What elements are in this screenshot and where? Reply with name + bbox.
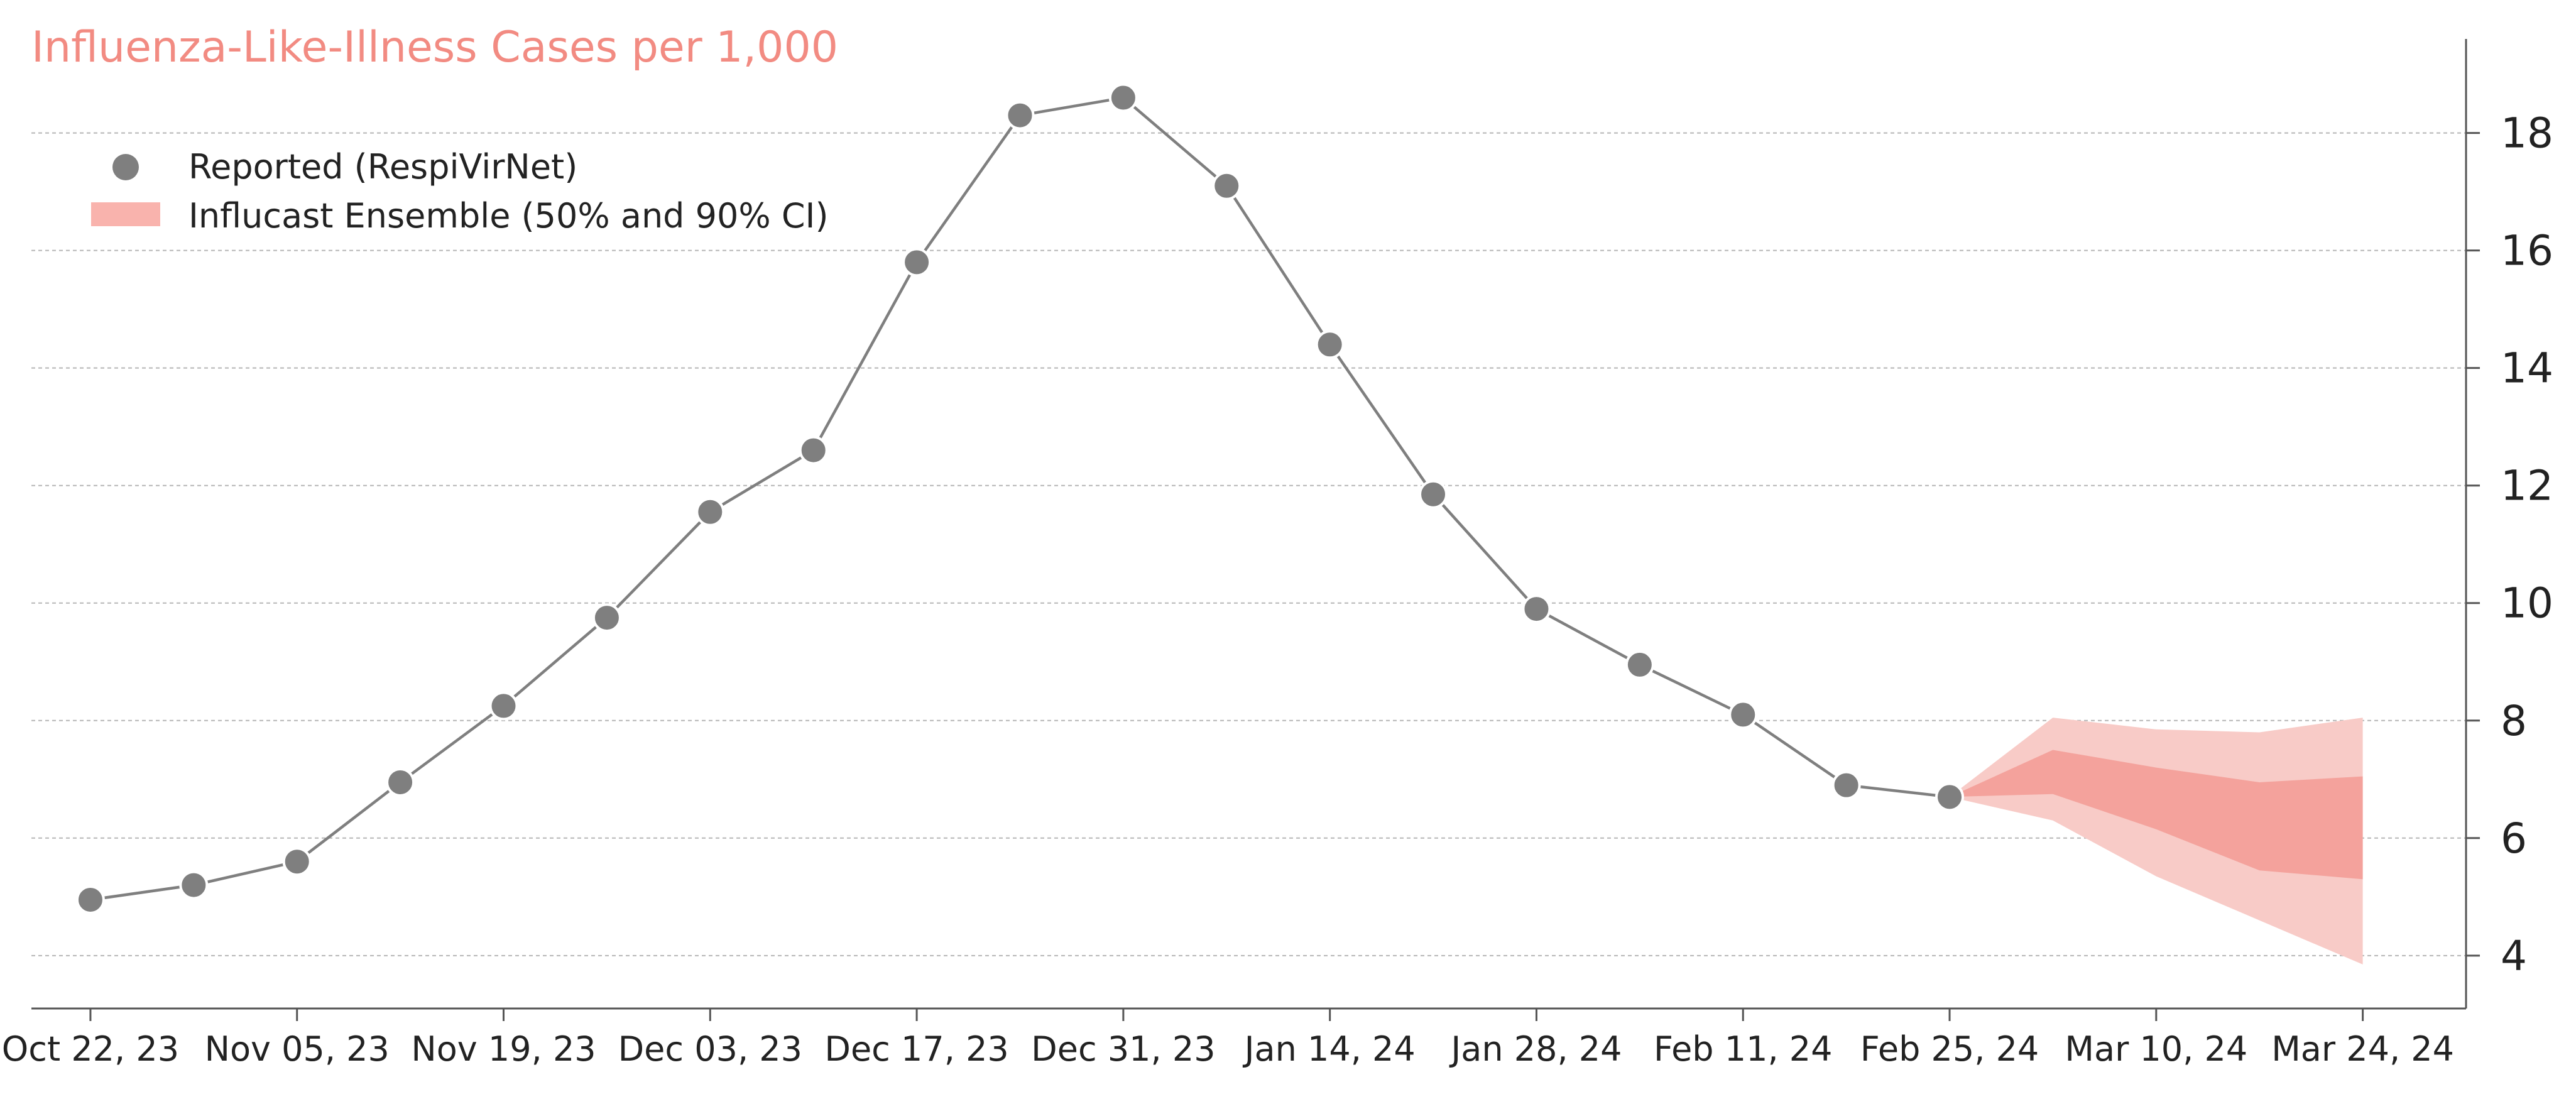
x-ticks: Oct 22, 23 Nov 05, 23 Nov 19, 23 Dec 03, 23… [2,1008,2454,1069]
axes [31,39,2467,1010]
reported-point [592,603,621,633]
reported-point [696,497,725,527]
reported-point [179,870,209,900]
chart-title: Influenza-Like-Illness Cases per 1,000 [31,23,838,72]
y-tick-label: 8 [2501,697,2527,745]
legend-label-ensemble: Influcast Ensemble (50% and 90% CI) [188,196,829,236]
reported-point [1522,594,1551,624]
y-tick-label: 14 [2501,344,2553,393]
gridlines [31,132,2466,956]
y-tick-label: 6 [2501,814,2527,863]
x-tick-label: Feb 25, 24 [1860,1029,2039,1069]
y-tick-label: 12 [2501,462,2553,510]
reported-point [1419,479,1448,509]
reported-point [282,847,312,877]
legend-marker-reported [112,154,139,180]
reported-point [1935,782,1965,812]
x-tick-label: Jan 14, 24 [1243,1029,1416,1069]
x-tick-label: Mar 24, 24 [2271,1029,2454,1069]
reported-point [386,767,415,797]
y-ticks: 4 6 8 10 12 14 16 18 [2466,109,2553,980]
reported-series [75,83,1965,914]
forecast-bands [1950,718,2363,965]
y-tick-label: 18 [2501,109,2553,158]
reported-point [1212,171,1242,200]
x-tick-label: Oct 22, 23 [2,1029,179,1069]
reported-point [489,691,518,721]
y-tick-label: 16 [2501,227,2553,275]
reported-point [75,885,105,914]
y-tick-label: 4 [2501,932,2527,980]
x-tick-label: Mar 10, 24 [2065,1029,2247,1069]
reported-point [1831,770,1861,800]
legend-label-reported: Reported (RespiVirNet) [188,147,577,187]
x-tick-label: Feb 11, 24 [1654,1029,1833,1069]
x-tick-label: Jan 28, 24 [1449,1029,1622,1069]
reported-point [902,248,932,277]
x-tick-label: Nov 19, 23 [411,1029,596,1069]
y-tick-label: 10 [2501,579,2553,628]
ci50-band [1950,750,2363,880]
legend-patch-ensemble [91,202,160,226]
x-tick-label: Dec 03, 23 [618,1029,802,1069]
x-tick-label: Dec 17, 23 [824,1029,1008,1069]
x-tick-label: Nov 05, 23 [205,1029,390,1069]
reported-point [1315,330,1345,359]
reported-point [1005,101,1035,130]
x-tick-label: Dec 31, 23 [1031,1029,1215,1069]
reported-point [1625,650,1654,679]
reported-point [1728,700,1758,730]
reported-point [799,435,828,465]
legend: Reported (RespiVirNet) Influcast Ensembl… [91,147,829,236]
reported-point [1108,83,1138,112]
